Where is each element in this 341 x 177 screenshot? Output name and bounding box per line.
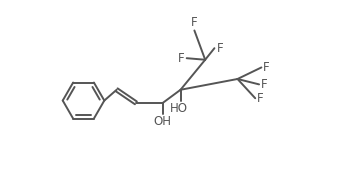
Text: F: F [261, 78, 267, 91]
Text: F: F [257, 92, 263, 105]
Text: F: F [191, 16, 198, 29]
Text: HO: HO [170, 102, 188, 115]
Text: F: F [263, 61, 269, 74]
Text: F: F [217, 42, 223, 55]
Text: F: F [178, 52, 184, 65]
Text: OH: OH [154, 115, 172, 128]
